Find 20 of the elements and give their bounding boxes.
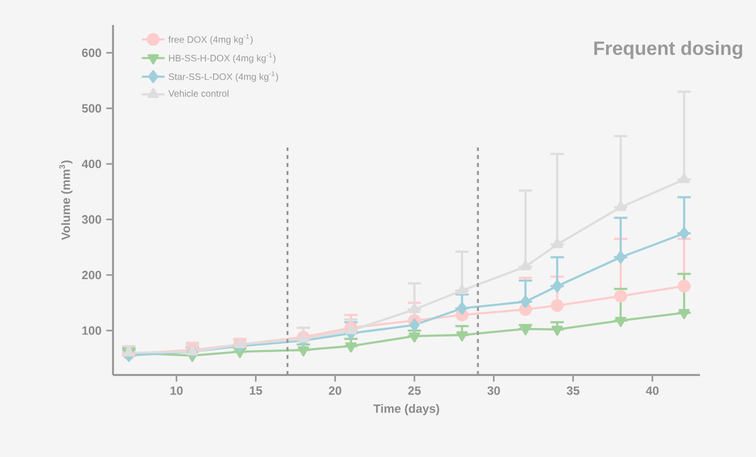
x-axis-title: Time (days)	[373, 404, 440, 416]
y-tick-label: 600	[82, 48, 102, 58]
legend-label: free DOX (4mg kg$^{-1}$)	[168, 34, 253, 45]
y-tick-label: 300	[82, 215, 102, 224]
legend-label: Vehicle control	[168, 90, 228, 97]
x-tick-label: 25	[408, 386, 421, 395]
legend-label: Star-SS-L-DOX (4mg kg$^{-1}$)	[168, 71, 278, 82]
x-tick-label: 30	[487, 386, 500, 395]
y-tick-label: 200	[82, 270, 102, 280]
y-tick-label: 100	[82, 326, 102, 335]
legend-label: HB-SS-H-DOX (4mg kg$^{-1}$)	[169, 52, 276, 64]
y-tick-label: 500	[82, 104, 102, 113]
x-tick-label: 10	[170, 386, 183, 395]
x-tick-label: 40	[646, 386, 659, 395]
x-tick-label: 15	[250, 386, 262, 395]
x-tick-label: 35	[566, 386, 580, 395]
text: Frequent dosing	[594, 40, 742, 59]
y-tick-label: 400	[82, 160, 102, 168]
y-axis-title: Volume (mm$^{3}$)	[59, 160, 72, 240]
x-tick-label: 20	[328, 386, 342, 395]
